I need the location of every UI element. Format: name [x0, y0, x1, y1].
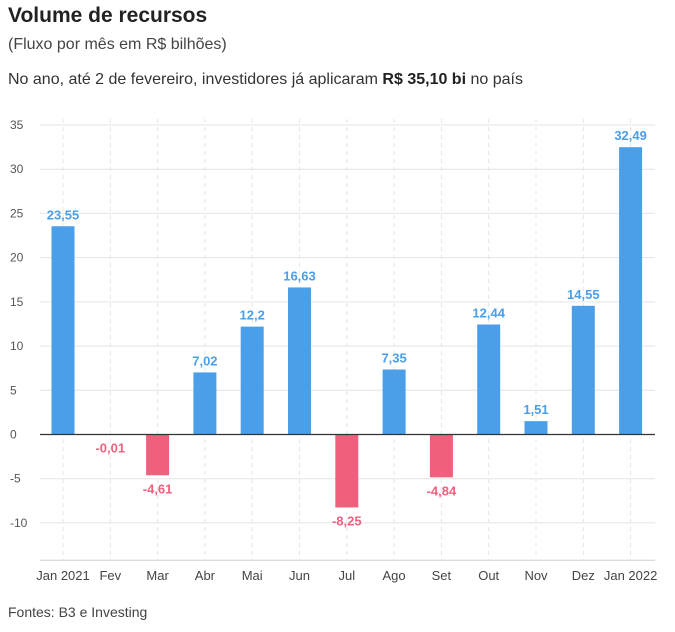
data-label: 12,2	[240, 308, 265, 323]
y-tick-label: 15	[10, 295, 24, 309]
data-label: 7,02	[192, 353, 217, 368]
bar	[146, 434, 170, 476]
bar	[619, 147, 643, 435]
bar	[335, 434, 359, 508]
note-prefix: No ano, até 2 de fevereiro, investidores…	[8, 71, 383, 88]
data-label: 14,55	[567, 287, 600, 302]
y-tick-label: -10	[10, 516, 28, 530]
y-tick-label: 35	[10, 118, 24, 132]
data-label: 32,49	[614, 128, 647, 143]
source-note: Fontes: B3 e Investing	[8, 604, 148, 620]
bar	[571, 305, 595, 435]
x-tick-label: Out	[478, 568, 499, 583]
y-tick-label: 10	[10, 339, 24, 353]
bar	[51, 226, 75, 435]
data-label: -4,84	[427, 483, 457, 498]
chart-title: Volume de recursos	[8, 4, 208, 27]
data-label: 23,55	[47, 207, 80, 222]
y-tick-label: -5	[10, 472, 21, 486]
y-tick-label: 5	[10, 383, 17, 397]
x-tick-label: Jan 2021	[36, 568, 90, 583]
y-tick-label: 0	[10, 428, 17, 442]
x-tick-label: Abr	[195, 568, 216, 583]
bar-chart: 35 30 25 20 15 10 5 0 -5 -10 23,55 -0,01 -4,61 7,02 12…	[10, 118, 658, 583]
x-tick-label: Mar	[146, 568, 169, 583]
chart-subtitle: (Fluxo por mês em R$ bilhões)	[8, 36, 227, 53]
x-tick-label: Jul	[338, 568, 355, 583]
bar	[524, 421, 548, 435]
data-label: 12,44	[472, 305, 505, 320]
x-tick-label: Dez	[572, 568, 595, 583]
bar	[240, 326, 264, 435]
y-tick-label: 25	[10, 206, 24, 220]
y-tick-label: 20	[10, 251, 24, 265]
x-tick-label: Mai	[242, 568, 263, 583]
data-label: 1,51	[523, 402, 548, 417]
bar	[288, 287, 311, 435]
data-label: 16,63	[283, 268, 316, 283]
data-label: -8,25	[332, 513, 362, 528]
bar	[382, 369, 406, 435]
bar	[477, 324, 501, 435]
x-tick-label: Fev	[99, 568, 121, 583]
chart-note: No ano, até 2 de fevereiro, investidores…	[8, 71, 523, 89]
data-label: -4,61	[143, 481, 173, 496]
bar	[193, 372, 217, 435]
x-tick-label: Set	[432, 568, 452, 583]
note-highlight: R$ 35,10 bi	[382, 71, 467, 88]
bar	[429, 434, 453, 478]
data-label: -0,01	[95, 441, 125, 456]
note-suffix: no país	[466, 71, 523, 88]
x-tick-label: Nov	[524, 568, 548, 583]
data-label: 7,35	[381, 351, 406, 366]
x-tick-label: Jun	[289, 568, 310, 583]
x-tick-label: Ago	[383, 568, 406, 583]
y-tick-label: 30	[10, 162, 24, 176]
x-tick-label: Jan 2022	[604, 568, 658, 583]
